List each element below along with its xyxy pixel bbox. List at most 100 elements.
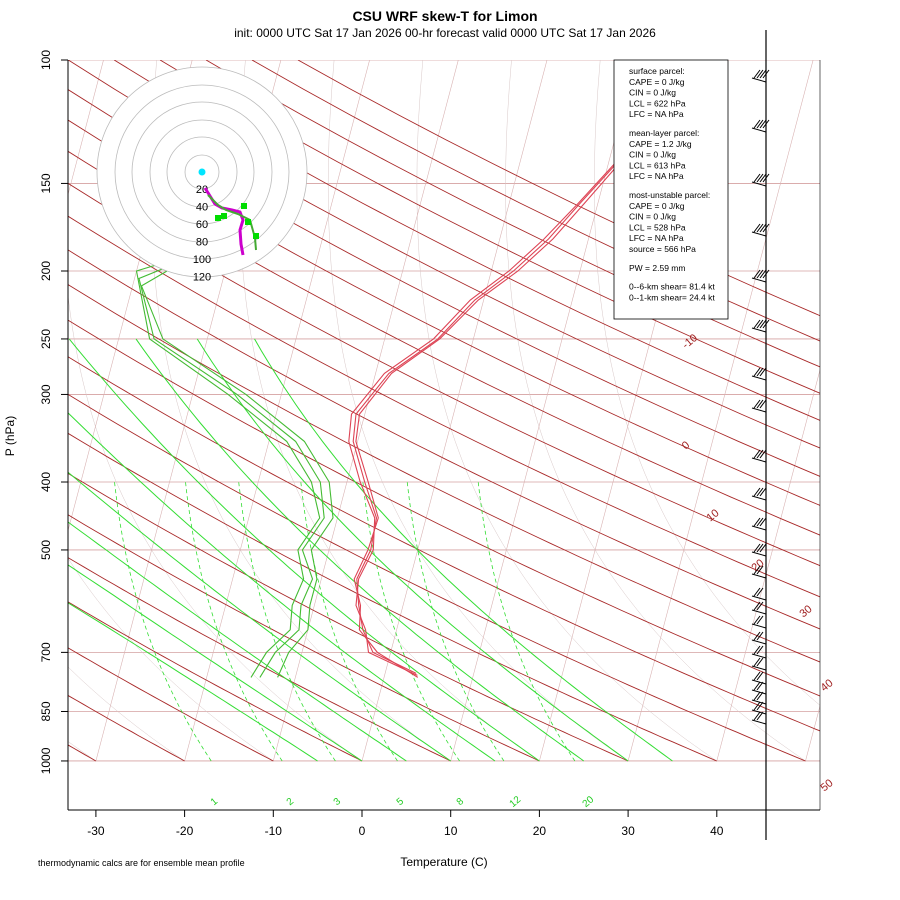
wind-barb-feather xyxy=(756,319,764,329)
mixing-ratio-label: 5 xyxy=(395,796,407,808)
dry-adiabat xyxy=(68,319,820,697)
y-tick-label: 500 xyxy=(39,540,53,560)
info-line: CIN = 0 J/kg xyxy=(629,212,676,222)
wind-barb-feather xyxy=(759,223,767,233)
wind-barb xyxy=(751,615,767,629)
dry-adiabat xyxy=(68,393,806,762)
wind-barb-feather xyxy=(753,657,761,667)
info-line: source = 566 hPa xyxy=(629,244,696,254)
wind-barb-feather xyxy=(759,543,767,553)
wind-barb-feather xyxy=(759,69,767,79)
isotherm-line xyxy=(184,60,370,762)
info-line: PW = 2.59 mm xyxy=(629,263,685,273)
isotherm-line xyxy=(68,60,104,196)
wind-barbs xyxy=(751,30,770,840)
info-line: LFC = NA hPa xyxy=(629,171,684,181)
x-tick-label: 30 xyxy=(621,824,635,838)
wind-barb-feather xyxy=(753,691,761,701)
x-tick-label: 10 xyxy=(444,824,458,838)
wind-barb xyxy=(751,69,770,83)
info-line: LCL = 622 hPa xyxy=(629,98,686,108)
wind-barb-feather xyxy=(756,367,764,377)
wind-barb-feather xyxy=(762,173,770,183)
isotherm-line xyxy=(627,60,814,762)
wind-barb xyxy=(751,631,767,645)
wind-barb xyxy=(751,681,767,695)
background-lines xyxy=(68,60,820,762)
temperature-line xyxy=(348,115,660,676)
wind-barb-shaft xyxy=(751,551,767,557)
wind-barb-shaft xyxy=(751,665,767,671)
chart-title: CSU WRF skew-T for Limon xyxy=(352,8,537,24)
footnote: thermodynamic calcs are for ensemble mea… xyxy=(38,858,245,868)
wind-barb xyxy=(751,587,767,601)
wind-barb-feather xyxy=(759,269,767,279)
isotherm-label: 10 xyxy=(705,507,722,524)
wind-barb-feather xyxy=(753,565,761,575)
x-axis-label: Temperature (C) xyxy=(400,855,487,869)
wind-barb-shaft xyxy=(751,525,767,531)
wind-barb xyxy=(751,517,767,531)
wind-barb xyxy=(751,119,770,133)
mixing-ratio-line xyxy=(362,481,460,762)
dewpoint-line xyxy=(138,224,325,678)
isotherm-line xyxy=(273,60,459,762)
wind-barb-feather xyxy=(759,487,767,497)
mixing-ratio-line xyxy=(477,481,576,762)
mixing-ratio-line xyxy=(406,481,505,762)
mixing-ratio-label: 20 xyxy=(581,794,597,810)
wind-barb xyxy=(751,565,767,579)
wind-barb-feather xyxy=(756,399,764,409)
wind-barb-shaft xyxy=(751,231,767,237)
mixing-ratio-label: 2 xyxy=(285,796,297,808)
storm-motion-marker xyxy=(198,168,206,176)
wind-barb-feather xyxy=(756,645,764,655)
moist-adiabat xyxy=(254,338,673,762)
dry-adiabat xyxy=(68,514,540,762)
wind-barb xyxy=(751,399,767,413)
info-line: LFC = NA hPa xyxy=(629,233,684,243)
wind-barb-feather xyxy=(762,119,770,129)
wind-barb-feather xyxy=(759,319,767,329)
hodograph-ring-label: 60 xyxy=(196,219,208,231)
info-line: LFC = NA hPa xyxy=(629,109,684,119)
wind-barb-feather xyxy=(753,671,761,681)
wind-barb-feather xyxy=(756,711,764,721)
wind-barb-feather xyxy=(756,517,764,527)
x-tick-label: -30 xyxy=(87,824,105,838)
info-line: 0--6-km shear= 81.4 kt xyxy=(629,282,715,292)
wind-barb-feather xyxy=(756,449,764,459)
wind-barb-feather xyxy=(762,69,770,79)
moist-adiabat xyxy=(68,564,363,762)
wind-barb-feather xyxy=(756,269,764,279)
moist-adiabat xyxy=(68,338,540,762)
mixing-ratio-label: 3 xyxy=(332,796,344,808)
wind-barb-feather xyxy=(753,711,761,721)
guide-line xyxy=(416,60,717,762)
info-line: surface parcel: xyxy=(629,66,685,76)
hodograph-ring-label: 80 xyxy=(196,237,208,249)
wind-barb-feather xyxy=(756,119,764,129)
info-line: LCL = 613 hPa xyxy=(629,160,686,170)
wind-barb-shaft xyxy=(751,719,767,725)
wind-barb-feather xyxy=(759,517,767,527)
moist-adiabat xyxy=(68,471,451,762)
hodograph-ring-label: 120 xyxy=(193,272,211,284)
wind-barb-shaft xyxy=(751,653,767,659)
wind-barb-feather xyxy=(753,615,761,625)
wind-barb-feather xyxy=(753,223,761,233)
hodograph-point xyxy=(241,203,247,209)
isotherm-label: 40 xyxy=(819,677,836,694)
hodograph-ring xyxy=(114,84,290,260)
wind-barb-feather xyxy=(756,487,764,497)
dry-adiabat xyxy=(68,356,820,732)
hodograph-point xyxy=(245,219,251,225)
y-tick-label: 200 xyxy=(39,261,53,281)
wind-barb-feather xyxy=(756,615,764,625)
wind-barb-feather xyxy=(756,69,764,79)
temperature-line xyxy=(352,115,662,674)
wind-barb xyxy=(751,367,767,381)
dry-adiabat xyxy=(68,60,820,449)
